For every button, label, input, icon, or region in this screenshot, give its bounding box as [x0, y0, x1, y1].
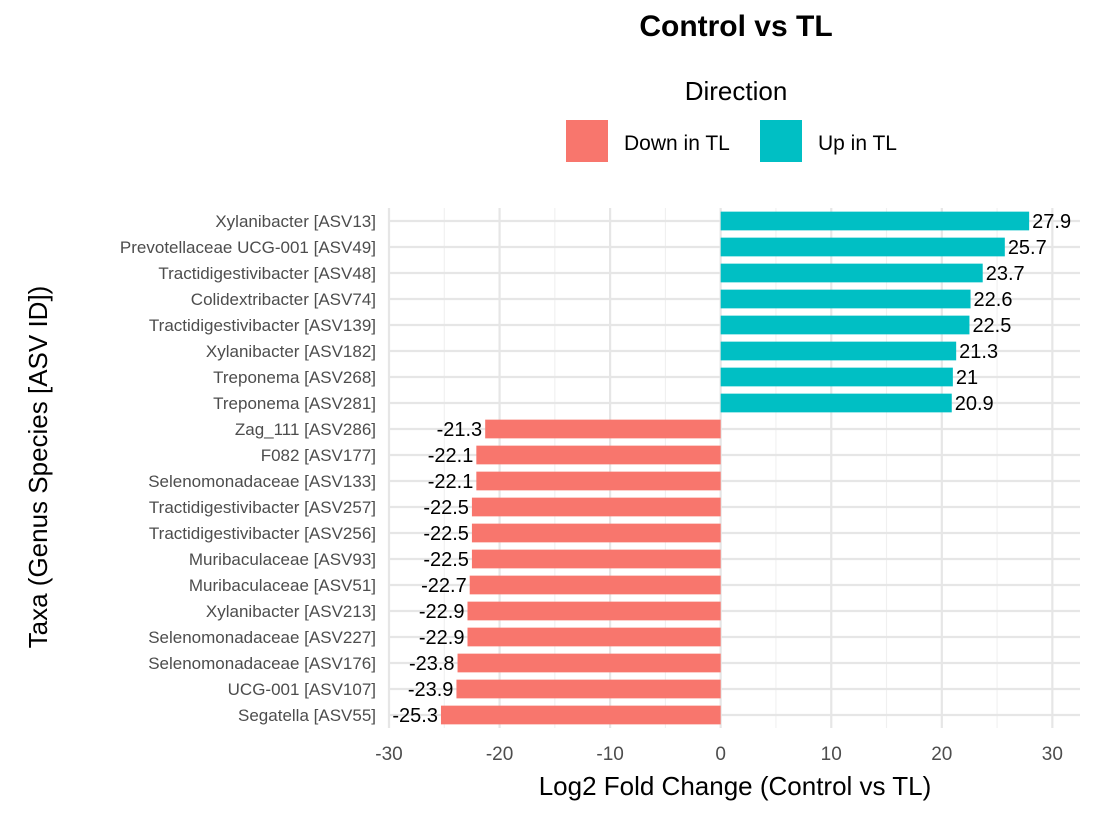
y-tick-label: Selenomonadaceae [ASV133] — [148, 472, 376, 491]
bar — [720, 341, 957, 361]
x-tick-label: 30 — [1042, 744, 1063, 765]
value-label: 20.9 — [955, 393, 994, 415]
bar — [469, 575, 721, 595]
y-axis-title: Taxa (Genus Species [ASV ID]) — [23, 286, 53, 649]
legend-key-up — [760, 120, 802, 162]
bar — [720, 289, 971, 309]
legend-title: Direction — [684, 76, 788, 106]
bar — [456, 679, 721, 699]
value-label: -22.5 — [423, 523, 469, 545]
value-label: -21.3 — [437, 419, 483, 441]
y-tick-label: Treponema [ASV268] — [213, 368, 376, 387]
value-label: -22.5 — [423, 549, 469, 571]
bar — [720, 237, 1005, 257]
x-tick-label: -30 — [375, 744, 402, 765]
y-tick-label: Selenomonadaceae [ASV176] — [148, 654, 376, 673]
value-label: -22.5 — [423, 497, 469, 519]
bar — [485, 419, 721, 439]
bars — [440, 211, 1030, 725]
y-tick-label: F082 [ASV177] — [261, 446, 376, 465]
legend-key-down — [566, 120, 608, 162]
y-tick-label: Zag_111 [ASV286] — [235, 420, 376, 439]
value-label: -22.9 — [419, 627, 465, 649]
bar — [720, 211, 1030, 231]
y-tick-label: Selenomonadaceae [ASV227] — [148, 628, 376, 647]
bar — [476, 445, 721, 465]
grid — [387, 208, 1080, 728]
y-tick-label: Xylanibacter [ASV13] — [215, 212, 376, 231]
y-tick-label: Xylanibacter [ASV213] — [206, 602, 376, 621]
y-tick-label: Muribaculaceae [ASV51] — [189, 576, 376, 595]
bar — [471, 497, 721, 517]
value-label: -22.1 — [428, 471, 474, 493]
value-label: 25.7 — [1008, 237, 1047, 259]
value-label: -22.7 — [421, 575, 467, 597]
value-label: 27.9 — [1032, 211, 1071, 233]
bar — [476, 471, 721, 491]
y-tick-label: Segatella [ASV55] — [238, 706, 376, 725]
y-tick-label: Tractidigestivibacter [ASV139] — [149, 316, 376, 335]
bar — [720, 367, 953, 387]
value-label: -25.3 — [392, 705, 438, 727]
bar — [440, 705, 721, 725]
y-tick-label: Tractidigestivibacter [ASV256] — [149, 524, 376, 543]
x-axis-tick-labels: -30 -20 -10 0 10 20 30 — [375, 744, 1063, 765]
value-label: 23.7 — [986, 263, 1025, 285]
x-tick-label: -20 — [486, 744, 513, 765]
x-tick-label: 0 — [715, 744, 726, 765]
bar — [720, 315, 970, 335]
bar — [720, 393, 952, 413]
x-tick-label: -10 — [596, 744, 623, 765]
bar — [720, 263, 983, 283]
bar — [471, 523, 721, 543]
value-labels: 27.9 25.7 23.7 22.6 22.5 21.3 21 20.9 -21.3 -22.1… — [392, 211, 1071, 727]
value-label: -23.9 — [408, 679, 454, 701]
chart-title: Control vs TL — [639, 10, 833, 43]
y-tick-label: Muribaculaceae [ASV93] — [189, 550, 376, 569]
y-tick-label: Tractidigestivibacter [ASV48] — [158, 264, 376, 283]
y-tick-label: Treponema [ASV281] — [213, 394, 376, 413]
value-label: 21 — [956, 367, 978, 389]
value-label: -22.9 — [419, 601, 465, 623]
y-tick-label: Xylanibacter [ASV182] — [206, 342, 376, 361]
y-axis-tick-labels: Xylanibacter [ASV13] Prevotellaceae UCG-0… — [120, 212, 376, 725]
value-label: 22.5 — [972, 315, 1011, 337]
y-tick-label: UCG-001 [ASV107] — [228, 680, 376, 699]
bar — [471, 549, 721, 569]
bar — [457, 653, 721, 673]
legend-label-down: Down in TL — [624, 132, 730, 155]
value-label: -22.1 — [428, 445, 474, 467]
y-tick-label: Colidextribacter [ASV74] — [191, 290, 376, 309]
y-tick-label: Prevotellaceae UCG-001 [ASV49] — [120, 238, 376, 257]
y-tick-label: Tractidigestivibacter [ASV257] — [149, 498, 376, 517]
value-label: 22.6 — [974, 289, 1013, 311]
legend-label-up: Up in TL — [818, 132, 897, 155]
x-tick-label: 10 — [821, 744, 842, 765]
x-tick-label: 20 — [931, 744, 952, 765]
bar — [467, 627, 721, 647]
x-axis-title: Log2 Fold Change (Control vs TL) — [539, 771, 932, 801]
legend: Down in TL Up in TL — [566, 120, 897, 162]
value-label: 21.3 — [959, 341, 998, 363]
bar — [467, 601, 721, 621]
value-label: -23.8 — [409, 653, 455, 675]
